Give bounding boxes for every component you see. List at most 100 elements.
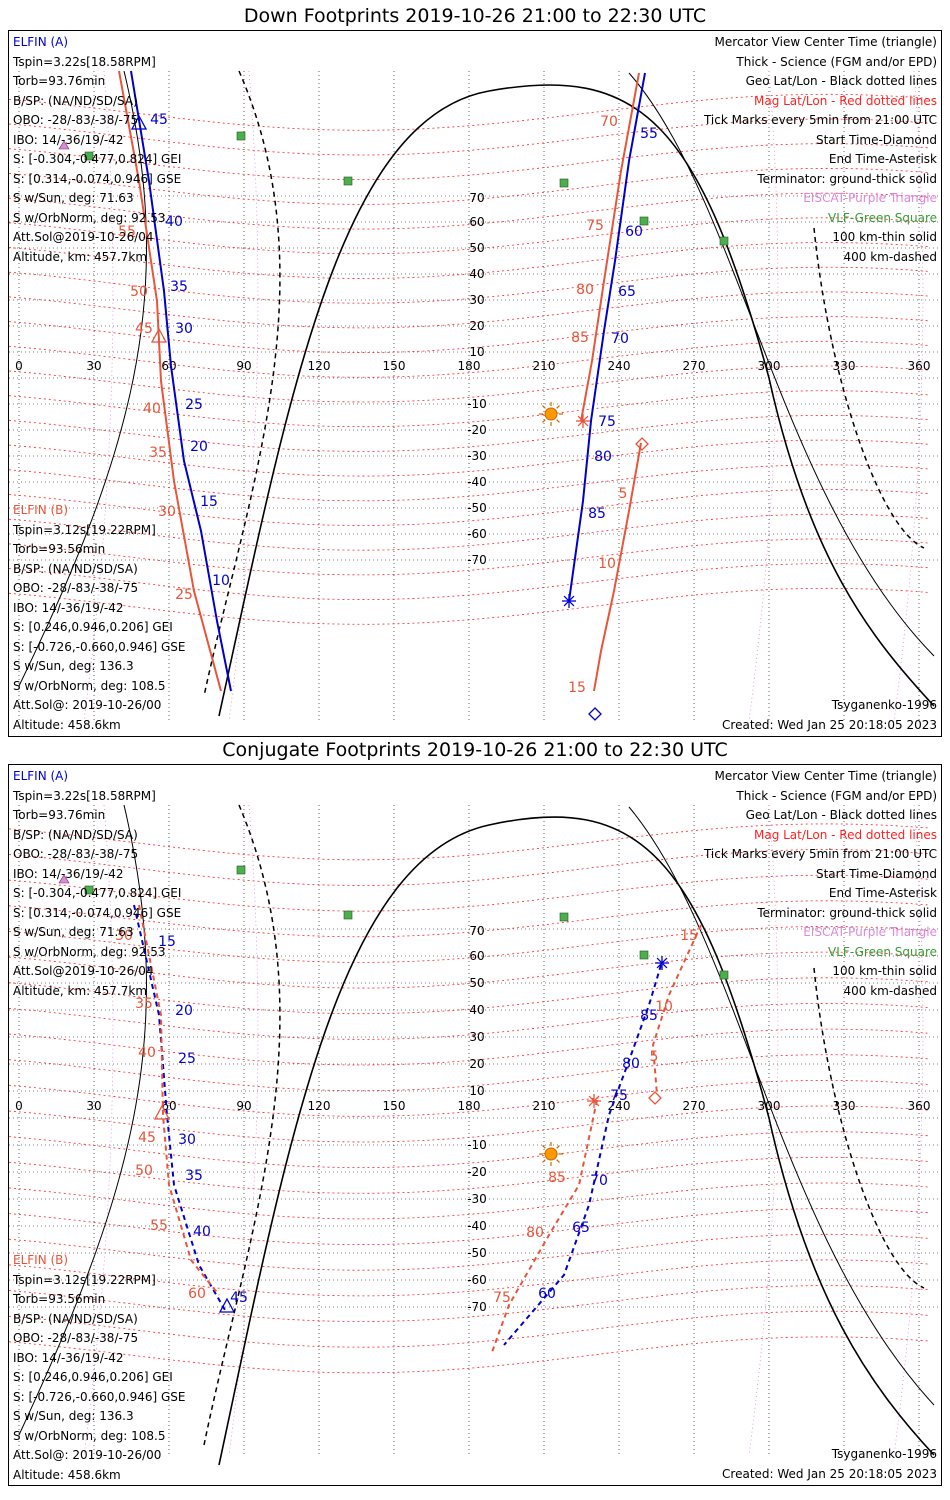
elfin-b-tick-label: 5	[619, 486, 628, 502]
elfin-b-tick-label: 30	[158, 504, 176, 520]
mag-lat-line	[9, 900, 930, 938]
mag-lat-line	[9, 192, 930, 230]
lat-tick-label: -60	[467, 527, 487, 541]
info-line: S: [0.314,-0.074,0.946] GSE	[13, 171, 182, 186]
elfin-b-tick-label: 35	[135, 996, 153, 1012]
lat-tick-label: 20	[469, 319, 484, 333]
vlf-station-marker	[639, 216, 649, 226]
elfin-a-tick-label: 10	[212, 573, 230, 589]
info-line: S w/OrbNorm, deg: 92.53	[13, 210, 166, 225]
elfin-b-tick-label: 40	[138, 1045, 156, 1061]
lon-tick-label: 330	[833, 359, 856, 373]
mag-lat-line	[9, 1208, 930, 1246]
info-line: S w/OrbNorm, deg: 108.5	[13, 678, 166, 693]
lon-tick-label: 300	[758, 359, 781, 373]
elfin-a-tick-label: 40	[165, 214, 183, 230]
info-line: B/SP: (NA/ND/SD/SA)	[13, 93, 138, 108]
lon-tick-label: 120	[308, 359, 331, 373]
elfin-a-tick-label: 70	[590, 1173, 608, 1189]
mag-lat-line	[9, 291, 930, 329]
mag-lon-line	[83, 804, 114, 1456]
lat-tick-label: 50	[469, 976, 484, 990]
elfin-a-track	[568, 72, 646, 602]
legend-item: Mag Lat/Lon - Red dotted lines	[753, 827, 937, 842]
vlf-station-marker	[236, 865, 246, 875]
info-line: S w/Sun, deg: 136.3	[13, 1409, 134, 1423]
start-time-diamond	[635, 437, 649, 451]
elfin-a-tick-label: 65	[572, 1220, 590, 1236]
mag-lat-line	[9, 489, 930, 526]
mag-lat-line	[9, 823, 930, 861]
lon-tick-label: 300	[758, 1099, 781, 1113]
legend-item: Thick - Science (FGM and/or EPD)	[736, 788, 937, 803]
mag-lat-line	[9, 266, 930, 304]
info-line: Torb=93.76min	[13, 808, 106, 822]
lat-tick-label: 70	[469, 191, 484, 205]
eiscat-triangle	[58, 874, 70, 884]
elfin-b-tick-label: 80	[576, 282, 594, 298]
end-time-asterisk	[588, 1095, 600, 1107]
lat-tick-label: -30	[467, 1192, 487, 1206]
lat-tick-label: 40	[469, 1003, 484, 1017]
elfin-b-tick-label: 35	[149, 445, 167, 461]
elfin-a-tick-label: 45	[150, 112, 168, 128]
info-line: Att.Sol@2019-10-26/04	[13, 230, 154, 244]
elfin-a-track	[503, 964, 662, 1346]
mag-lat-line	[9, 1259, 930, 1297]
info-line: S w/Sun, deg: 71.63	[13, 191, 134, 205]
map-canvas-conjugate: 0 30 60 90 120 150 180 210 240 270 300 330 360706050…	[9, 804, 941, 1466]
mag-lat-line	[9, 1028, 930, 1066]
lon-tick-label: 270	[683, 1099, 706, 1113]
end-time-asterisk	[563, 595, 575, 607]
elfin-b-track	[138, 904, 220, 1296]
info-line: Altitude, km: 457.7km	[13, 249, 148, 264]
elfin-b-tick-label: 75	[586, 218, 604, 234]
map-panel-down: 0 30 60 90 120 150 180 210 240 270 300 330 360 70 60 50…	[8, 30, 942, 737]
lat-tick-label: 60	[469, 949, 484, 963]
center-time-triangle	[150, 327, 168, 343]
elfin-a-tick-label: 15	[200, 494, 218, 510]
elfin-a-tick-label: 85	[640, 1008, 658, 1024]
elfin-a-info-down: ELFIN (A) Tspin=3.22s[18.58RPM] Torb=93.…	[13, 33, 181, 267]
info-line: IBO: 14/-36/19/-42	[13, 132, 124, 147]
lon-tick-label: 210	[533, 359, 556, 373]
terminator-ground	[218, 816, 770, 1466]
legend-item: Thick - Science (FGM and/or EPD)	[736, 54, 937, 69]
elfin-a-tick-label: 80	[594, 449, 612, 465]
elfin-b-tick-label: 10	[598, 556, 616, 572]
vlf-station-marker	[236, 131, 246, 141]
lat-tick-label: -50	[467, 1246, 487, 1260]
mag-lon-line	[228, 70, 259, 722]
info-line: S w/OrbNorm, deg: 92.53	[13, 944, 166, 959]
info-line: IBO: 14/-36/19/-42	[13, 600, 124, 615]
elfin-b-label: ELFIN (B)	[13, 1253, 69, 1267]
info-line: S w/OrbNorm, deg: 108.5	[13, 1428, 166, 1443]
end-time-asterisk	[656, 957, 668, 969]
info-line: B/SP: (NA/ND/SD/SA)	[13, 827, 138, 842]
lat-tick-label: -70	[467, 553, 487, 567]
end-time-asterisk	[577, 415, 589, 427]
info-line: S: [-0.304,-0.477,0.824] GEI	[13, 886, 182, 900]
elfin-b-track	[593, 442, 642, 692]
lat-tick-label: -40	[467, 475, 487, 489]
mag-lat-line	[9, 439, 930, 477]
elfin-b-tick-label: 15	[680, 928, 698, 944]
model-label: Tsyganenko-1996	[831, 1447, 937, 1461]
elfin-a-label: ELFIN (A)	[13, 769, 69, 783]
elfin-a-tick-label: 70	[611, 331, 629, 347]
lon-tick-label: 270	[683, 359, 706, 373]
legend-item: EISCAT-Purple Triangle	[803, 925, 937, 939]
terminator-ground	[218, 84, 770, 717]
mag-lon-line	[83, 70, 114, 722]
start-time-diamond	[588, 707, 602, 721]
panel-title-conjugate: Conjugate Footprints 2019-10-26 21:00 to…	[222, 739, 728, 761]
vlf-station-marker	[559, 178, 569, 188]
legend-item: Tick Marks every 5min from 21:00 UTC	[703, 847, 937, 861]
terminator-100km	[628, 72, 935, 657]
lon-tick-label: 0	[15, 1099, 23, 1113]
lon-tick-label: 90	[236, 359, 251, 373]
lat-tick-label: 10	[469, 1084, 484, 1098]
lon-tick-label: 360	[908, 359, 931, 373]
elfin-b-tick-label: 85	[571, 330, 589, 346]
legend-item: Start Time-Diamond	[815, 132, 937, 147]
